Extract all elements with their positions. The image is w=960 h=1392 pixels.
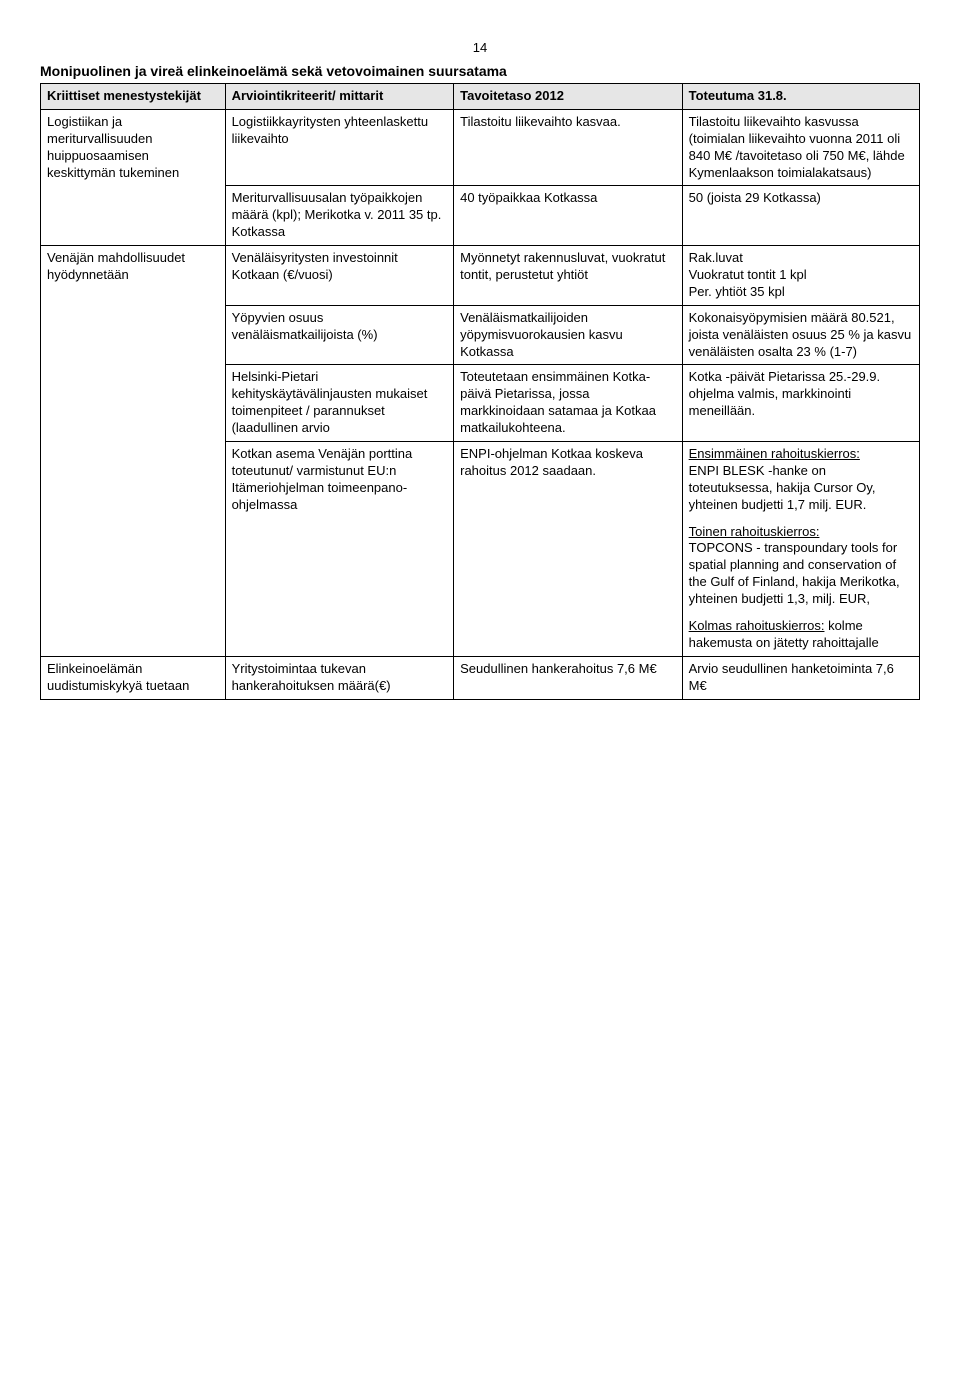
text: ENPI BLESK -hanke on toteutuksessa, haki… [689,463,876,512]
cell-criteria-2: Venäjän mahdollisuudet hyödynnetään [41,246,226,657]
cell: Venäläismatkailijoiden yöpymisvuorokausi… [454,305,683,365]
table-row: Venäjän mahdollisuudet hyödynnetään Venä… [41,246,920,306]
cell: Kokonaisyöpymisien määrä 80.521, joista … [682,305,919,365]
table-row: Elinkeinoelämän uudistumiskykyä tuetaan … [41,656,920,699]
text: Vuokratut tontit 1 kpl [689,267,807,282]
header-1: Kriittiset menestystekijät [41,84,226,110]
page-title: Monipuolinen ja vireä elinkeinoelämä sek… [40,63,920,79]
main-table: Kriittiset menestystekijät Arviointikrit… [40,83,920,700]
text: Rak.luvat [689,250,743,265]
header-3: Tavoitetaso 2012 [454,84,683,110]
cell: Arvio seudullinen hanketoiminta 7,6 M€ [682,656,919,699]
cell: Logistiikkayritysten yhteenlaskettu liik… [225,109,454,186]
text-underline: Toinen rahoituskierros: [689,524,820,539]
cell: 50 (joista 29 Kotkassa) [682,186,919,246]
cell: Kotkan asema Venäjän porttina toteutunut… [225,442,454,657]
cell: Rak.luvat Vuokratut tontit 1 kpl Per. yh… [682,246,919,306]
cell: Myönnetyt rakennusluvat, vuokratut tonti… [454,246,683,306]
cell: Venäläisyritysten investoinnit Kotkaan (… [225,246,454,306]
cell: Ensimmäinen rahoituskierros: ENPI BLESK … [682,442,919,657]
text-underline: Ensimmäinen rahoituskierros: [689,446,860,461]
header-2: Arviointikriteerit/ mittarit [225,84,454,110]
table-row: Logistiikan ja meriturvallisuuden huippu… [41,109,920,186]
cell: Tilastoitu liikevaihto kasvaa. [454,109,683,186]
cell: Seudullinen hankerahoitus 7,6 M€ [454,656,683,699]
cell: Kotka -päivät Pietarissa 25.-29.9. ohjel… [682,365,919,442]
cell: Yritystoimintaa tukevan hankerahoituksen… [225,656,454,699]
cell-criteria-1: Logistiikan ja meriturvallisuuden huippu… [41,109,226,245]
page-number: 14 [40,40,920,55]
cell: 40 työpaikkaa Kotkassa [454,186,683,246]
cell: Tilastoitu liikevaihto kasvussa (toimial… [682,109,919,186]
header-row: Kriittiset menestystekijät Arviointikrit… [41,84,920,110]
cell: ENPI-ohjelman Kotkaa koskeva rahoitus 20… [454,442,683,657]
header-4: Toteutuma 31.8. [682,84,919,110]
cell: Meriturvallisuusalan työpaikkojen määrä … [225,186,454,246]
cell-criteria-3: Elinkeinoelämän uudistumiskykyä tuetaan [41,656,226,699]
text: Per. yhtiöt 35 kpl [689,284,785,299]
cell: Toteutetaan ensimmäinen Kotka-päivä Piet… [454,365,683,442]
cell: Yöpyvien osuus venäläismatkailijoista (%… [225,305,454,365]
text: TOPCONS - transpoundary tools for spatia… [689,540,900,606]
cell: Helsinki-Pietari kehityskäytävälinjauste… [225,365,454,442]
text-underline: Kolmas rahoituskierros: [689,618,825,633]
